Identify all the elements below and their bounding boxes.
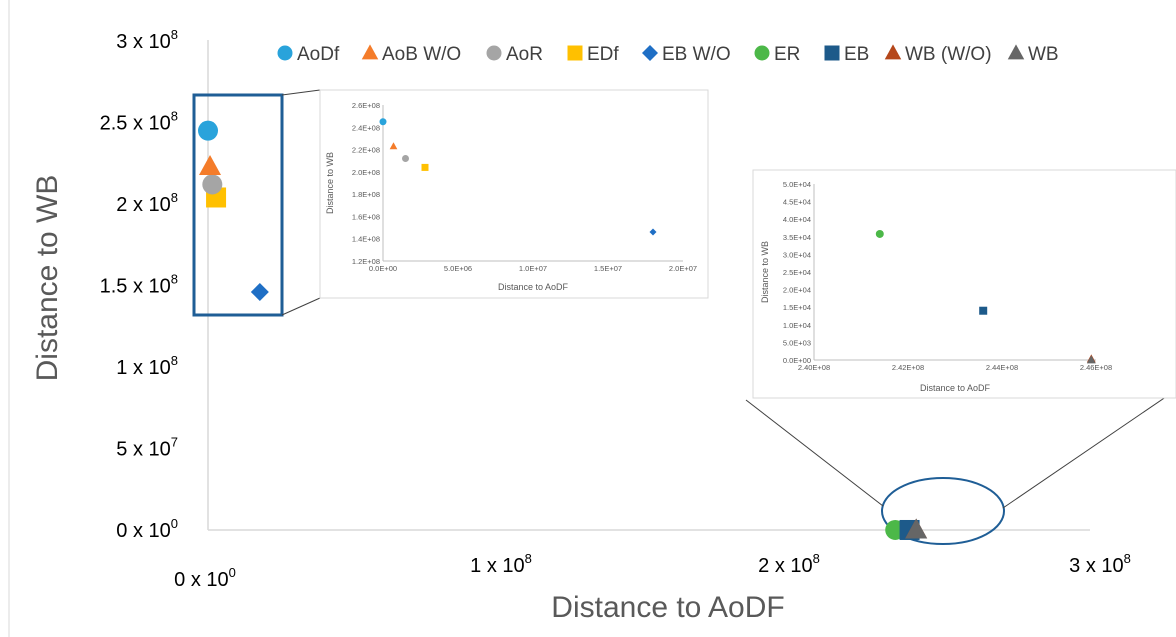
inset-y-tick-label: 3.0E+04	[783, 250, 811, 259]
inset-chart-top: 1.2E+08 1.4E+08 1.6E+08 1.8E+08 2.0E+08 2.2E+…	[319, 89, 709, 299]
inset-y-tick-label: 2.4E+08	[352, 123, 380, 132]
inset-x-axis-title: Distance to AoDF	[498, 282, 569, 292]
zoom-connector	[745, 399, 884, 507]
legend-marker-4	[642, 45, 658, 61]
inset-y-tick-label: 5.0E+03	[783, 338, 811, 347]
inset-chart-bottom: 0.0E+00 5.0E+03 1.0E+04 1.5E+04 2.0E+04 2.5E+…	[752, 169, 1176, 399]
legend: AoDf AoB W/O AoR EDf EB W/O ER EB WB (W/O) WB	[277, 44, 1059, 65]
legend-marker-8	[1007, 44, 1025, 60]
main-plot-points	[198, 120, 928, 540]
inset-x-tick-label: 2.40E+08	[798, 363, 830, 372]
inset-y-tick-label: 1.4E+08	[352, 235, 380, 244]
y-tick-label: 5 x 107	[116, 435, 178, 461]
legend-label: EB W/O	[662, 44, 731, 65]
x-tick-label: 2 x 108	[758, 551, 820, 577]
y-tick-labels: 0 x 100 5 x 107 1 x 108 1.5 x 108 2 x 108 2.5…	[100, 27, 178, 542]
point-aor	[202, 174, 223, 195]
inset-y-tick-label: 2.2E+08	[352, 146, 380, 155]
legend-label: WB	[1028, 44, 1059, 65]
point-aob-w-o	[199, 155, 222, 176]
legend-marker-1	[361, 44, 379, 60]
inset-y-tick-label: 4.5E+04	[783, 198, 811, 207]
inset-y-tick-label: 1.2E+08	[352, 257, 380, 266]
inset-point-aodf	[379, 118, 387, 126]
inset-y-tick-label: 1.0E+04	[783, 321, 811, 330]
inset-x-tick-label: 1.5E+07	[594, 264, 622, 273]
point-aodf	[198, 120, 218, 141]
inset-y-tick-label: 2.5E+04	[783, 268, 811, 277]
inset-point-aob-w-o	[389, 142, 398, 150]
inset-point-wb	[1086, 355, 1096, 364]
inset-y-tick-label: 2.0E+08	[352, 168, 380, 177]
inset-point-aor	[402, 154, 409, 162]
inset-point-eb-w-o	[649, 228, 657, 236]
inset-y-axis-title: Distance to WB	[760, 241, 770, 303]
x-tick-label: 3 x 108	[1069, 551, 1131, 577]
y-tick-label: 2.5 x 108	[100, 109, 178, 135]
inset-y-tick-label: 4.0E+04	[783, 215, 811, 224]
inset-point-eb	[979, 306, 988, 315]
inset-y-tick-label: 0.0E+00	[783, 356, 811, 365]
zoom-connector	[1002, 389, 1176, 509]
legend-marker-7	[884, 44, 902, 60]
zoom-connector	[281, 297, 321, 316]
inset-x-tick-label: 0.0E+00	[369, 264, 397, 273]
inset-y-tick-label: 1.5E+04	[783, 303, 811, 312]
legend-marker-6	[824, 45, 840, 61]
inset-y-axis-title: Distance to WB	[325, 152, 335, 214]
legend-marker-2	[486, 45, 502, 61]
legend-label: AoB W/O	[382, 44, 461, 65]
legend-label: EB	[844, 44, 869, 65]
legend-marker-3	[567, 45, 583, 61]
inset-x-tick-label: 2.0E+07	[669, 264, 697, 273]
inset-y-tick-label: 3.5E+04	[783, 233, 811, 242]
inset-point-edf	[421, 163, 429, 171]
inset-x-tick-label: 2.44E+08	[986, 363, 1018, 372]
inset-x-tick-label: 2.46E+08	[1080, 363, 1112, 372]
point-eb-w-o	[250, 283, 269, 302]
x-tick-label: 1 x 108	[470, 551, 532, 577]
legend-label: EDf	[587, 44, 619, 65]
legend-label: ER	[774, 44, 800, 65]
legend-label: AoDf	[297, 44, 340, 65]
x-tick-labels: 0 x 100 1 x 108 2 x 108 3 x 108	[174, 551, 1131, 591]
point-wb	[905, 518, 928, 539]
y-tick-label: 1.5 x 108	[100, 272, 178, 298]
x-tick-label: 0 x 100	[174, 565, 236, 591]
y-axis-title: Distance to WB	[31, 175, 64, 382]
legend-label: WB (W/O)	[905, 44, 992, 65]
legend-label: AoR	[506, 44, 543, 65]
y-tick-label: 3 x 108	[116, 27, 178, 53]
inset-x-tick-label: 5.0E+06	[444, 264, 472, 273]
zoom-box-top	[192, 93, 284, 317]
legend-marker-5	[754, 45, 770, 61]
inset-x-tick-label: 2.42E+08	[892, 363, 924, 372]
inset-y-tick-label: 2.0E+04	[783, 286, 811, 295]
inset-point-er	[875, 229, 884, 238]
x-axis-title: Distance to AoDF	[551, 591, 784, 624]
zoom-ellipse-bottom	[881, 477, 1005, 545]
y-tick-label: 1 x 108	[116, 353, 178, 379]
inset-y-tick-label: 1.8E+08	[352, 190, 380, 199]
y-tick-label: 0 x 100	[116, 516, 178, 542]
inset-y-tick-label: 5.0E+04	[783, 180, 811, 189]
y-tick-label: 2 x 108	[116, 190, 178, 216]
inset-y-tick-label: 1.6E+08	[352, 212, 380, 221]
inset-x-axis-title: Distance to AoDF	[920, 383, 991, 393]
zoom-connector	[281, 89, 321, 96]
inset-y-tick-label: 2.6E+08	[352, 101, 380, 110]
legend-marker-0	[277, 45, 293, 61]
inset-x-tick-label: 1.0E+07	[519, 264, 547, 273]
